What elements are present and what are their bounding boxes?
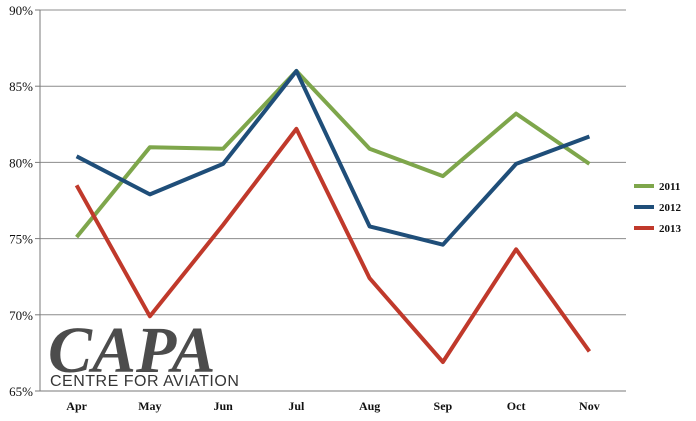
y-tick-label: 75% [9, 232, 33, 247]
y-tick-label: 65% [9, 384, 33, 399]
x-tick-label: Apr [66, 399, 87, 413]
legend-label-2013: 2013 [659, 223, 682, 235]
legend-label-2012: 2012 [659, 202, 682, 214]
y-tick-label: 80% [9, 155, 33, 170]
x-tick-label: May [138, 399, 161, 413]
legend: 2011 2012 2013 [634, 181, 682, 235]
x-tick-label: Aug [359, 399, 380, 413]
y-tick-label: 90% [9, 3, 33, 18]
y-tick-label: 70% [9, 308, 33, 323]
x-tick-label: Oct [507, 399, 526, 413]
series-line-2011 [75, 69, 591, 239]
x-tick-label: Jul [288, 399, 305, 413]
x-tick-label: Nov [579, 399, 600, 413]
series-lines [74, 69, 592, 364]
axes [39, 10, 626, 392]
legend-label-2011: 2011 [659, 181, 680, 193]
x-tick-label: Sep [434, 399, 453, 413]
x-tick-label: Jun [213, 399, 233, 413]
y-axis-ticks: 65% 70% 75% 80% 85% 90% [9, 3, 40, 399]
series-line-2012 [75, 69, 591, 247]
series-line-2013 [74, 126, 592, 364]
capa-logo: CAPA [48, 314, 215, 387]
y-tick-label: 85% [9, 79, 33, 94]
capa-subtitle: CENTRE FOR AVIATION [50, 373, 239, 390]
capa-watermark: CAPA CENTRE FOR AVIATION [48, 314, 239, 390]
x-axis-ticks: Apr May Jun Jul Aug Sep Oct Nov [66, 399, 599, 413]
